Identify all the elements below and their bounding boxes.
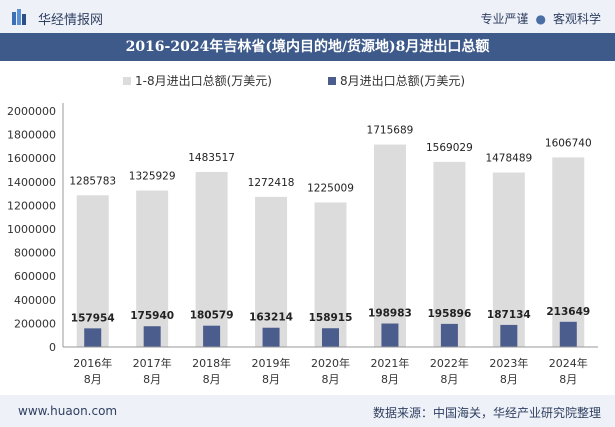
y-tick-label: 1200000: [7, 199, 56, 212]
bar-total: [76, 195, 109, 347]
header-tags: 专业严谨 ● 客观科学: [480, 10, 601, 27]
bar-total: [373, 144, 406, 347]
y-tick-label: 400000: [14, 294, 56, 307]
data-label-total: 1715689: [367, 125, 414, 137]
legend-label-total: 1-8月进出口总额(万美元): [135, 74, 272, 88]
data-label-month: 158915: [309, 312, 353, 324]
x-tick-label: 2018年 8月: [192, 356, 231, 386]
brand-name: 华经情报网: [38, 13, 104, 28]
data-label-total: 1285783: [69, 175, 116, 187]
x-tick-label: 2022年 8月: [430, 356, 469, 386]
legend: 1-8月进出口总额(万美元) 8月进出口总额(万美元): [123, 74, 465, 88]
huajing-logo-icon: [12, 9, 26, 25]
data-label-month: 157954: [71, 312, 115, 324]
bar-total: [195, 171, 228, 347]
bar-month: [559, 321, 577, 347]
data-label-month: 213649: [546, 306, 590, 318]
data-label-month: 180579: [190, 310, 234, 322]
y-tick-label: 200000: [14, 317, 56, 330]
tag-objective: 客观科学: [552, 12, 601, 26]
y-tick-label: 800000: [14, 247, 56, 260]
top-bar: 华经情报网 专业严谨 ● 客观科学: [0, 0, 615, 33]
chart-area: 1-8月进出口总额(万美元) 8月进出口总额(万美元) 0 200000 40000…: [7, 74, 598, 386]
data-label-month: 187134: [487, 309, 531, 321]
bar-month: [381, 323, 399, 347]
legend-label-month: 8月进出口总额(万美元): [340, 74, 465, 88]
x-tick-label: 2020年 8月: [311, 356, 350, 386]
bar-month: [84, 328, 102, 347]
bar-month: [322, 328, 339, 347]
bar-month: [440, 323, 458, 347]
data-label-total: 1483517: [188, 152, 235, 164]
y-tick-label: 1400000: [7, 176, 56, 189]
bar-month: [262, 327, 280, 347]
bar-total: [136, 190, 169, 347]
bar-month: [203, 325, 221, 347]
y-tick-label: 1600000: [7, 152, 56, 165]
data-label-month: 163214: [249, 312, 293, 324]
tag-professional: 专业严谨: [480, 12, 529, 26]
bar-month: [500, 324, 518, 347]
data-label-total: 1569029: [426, 142, 473, 154]
bars: 1285783 157954 1325929 175940 1483517 180579 1…: [69, 125, 592, 347]
footer: www.huaon.com 数据来源：中国海关，华经产业研究院整理: [0, 395, 615, 427]
y-tick-label: 1800000: [7, 129, 56, 142]
y-tick-label: 1000000: [7, 223, 56, 236]
legend-swatch-total: [123, 77, 131, 85]
bar-total: [255, 196, 288, 347]
data-label-total: 1478489: [485, 153, 532, 165]
bar-total: [552, 157, 585, 347]
data-label-month: 198983: [368, 308, 412, 320]
x-tick-label: 2019年 8月: [252, 356, 291, 386]
y-tick-label: 0: [49, 341, 56, 354]
x-tick-label: 2016年 8月: [73, 356, 112, 386]
site-url: www.huaon.com: [18, 404, 118, 418]
y-tick-label: 600000: [14, 270, 56, 283]
separator-dot-icon: ●: [535, 12, 546, 26]
title-band: 2016-2024年吉林省(境内目的地/货源地)8月进出口总额: [0, 33, 615, 61]
data-label-month: 195896: [427, 308, 471, 320]
x-tick-label: 2021年 8月: [370, 356, 409, 386]
data-source: 数据来源：中国海关，华经产业研究院整理: [372, 406, 601, 420]
bar-total: [314, 202, 347, 347]
bar-total: [433, 161, 466, 347]
x-tick-label: 2023年 8月: [489, 356, 528, 386]
y-tick-label: 2000000: [7, 105, 56, 118]
data-label-total: 1325929: [129, 171, 176, 183]
data-label-total: 1606740: [545, 137, 592, 149]
chart-title: 2016-2024年吉林省(境内目的地/货源地)8月进出口总额: [125, 39, 490, 55]
legend-swatch-month: [328, 77, 336, 85]
data-label-total: 1225009: [307, 182, 354, 194]
bar-total: [492, 172, 525, 347]
x-axis: 2016年 8月 2017年 8月 2018年 8月 2019年 8月 2020年 8月 2021年…: [63, 346, 598, 386]
bar-month: [143, 326, 161, 347]
x-tick-label: 2017年 8月: [133, 356, 172, 386]
data-label-total: 1272418: [248, 177, 295, 189]
y-axis: 0 200000 400000 600000 800000 1000000 1200000 1…: [7, 103, 64, 354]
data-label-month: 175940: [130, 310, 174, 322]
x-tick-label: 2024年 8月: [549, 356, 588, 386]
